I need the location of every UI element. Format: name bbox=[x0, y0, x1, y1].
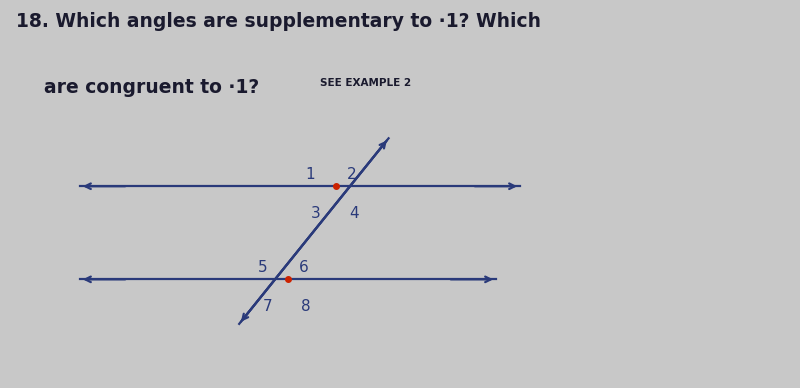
Text: 3: 3 bbox=[310, 206, 320, 221]
Text: 18. Which angles are supplementary to ∙1? Which: 18. Which angles are supplementary to ∙1… bbox=[16, 12, 541, 31]
Text: 8: 8 bbox=[301, 299, 310, 314]
Text: 7: 7 bbox=[262, 299, 272, 314]
Text: 2: 2 bbox=[346, 167, 356, 182]
Text: are congruent to ∙1?: are congruent to ∙1? bbox=[44, 78, 259, 97]
Text: 5: 5 bbox=[258, 260, 267, 275]
Text: 1: 1 bbox=[306, 167, 315, 182]
Text: 6: 6 bbox=[298, 260, 308, 275]
Text: 4: 4 bbox=[349, 206, 358, 221]
Text: SEE EXAMPLE 2: SEE EXAMPLE 2 bbox=[320, 78, 411, 88]
